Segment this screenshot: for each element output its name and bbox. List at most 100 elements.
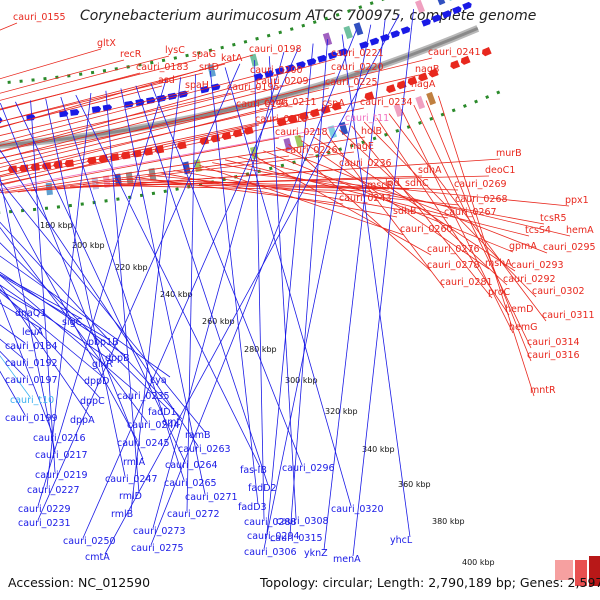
- reverse-leader-line: [341, 34, 411, 538]
- reverse-gene-label: cauri_0219: [35, 470, 88, 481]
- forward-leader-line: [301, 140, 490, 270]
- reverse-gene-label: cauri_0275: [131, 543, 184, 554]
- reverse-gene-label: cauri_0235: [117, 391, 170, 402]
- forward-leader-line: [0, 89, 416, 178]
- reverse-gene-label: cauri_0264: [165, 460, 218, 471]
- forward-gene-label: cauri_0316: [527, 350, 580, 361]
- reverse-leader-line: [289, 39, 328, 536]
- forward-gene-label: cauri_0218: [275, 127, 328, 138]
- reverse-leader-line: [150, 82, 303, 466]
- forward-gene-arrow: [429, 68, 439, 78]
- cog-category-box: [294, 134, 304, 148]
- forward-gene-arrow: [364, 91, 375, 101]
- forward-gene-label: cauri_0311: [542, 310, 595, 321]
- reverse-leader-line: [130, 77, 181, 512]
- cog-category-box: [435, 0, 446, 6]
- reverse-leader-line: [82, 47, 299, 539]
- reverse-gene-label: dppC: [80, 396, 105, 407]
- forward-leader-line: [338, 129, 508, 286]
- forward-gene-label: sdhC: [405, 178, 429, 189]
- forward-gene-label: cauri_0225: [325, 77, 378, 88]
- reverse-leader-line: [0, 188, 138, 441]
- forward-gene-label: mscR: [367, 180, 393, 191]
- backbone-ring-layer: [0, 25, 480, 149]
- forward-leader-line: [134, 176, 344, 205]
- cog-category-box: [353, 22, 364, 36]
- kbp-tick-label: 320 kbp: [325, 407, 358, 416]
- forward-leader-line: [401, 109, 514, 334]
- reverse-gene-arrow: [421, 18, 431, 27]
- reverse-gene-label: cauri_0288: [244, 517, 297, 528]
- cog-category-box: [249, 53, 259, 67]
- reverse-gene-arrow: [91, 105, 102, 113]
- forward-leader-line: [326, 133, 445, 289]
- reverse-gene-arrow: [431, 14, 442, 23]
- forward-leader-line: [0, 72, 141, 111]
- forward-leader-line: [0, 92, 232, 146]
- reverse-leader-line: [0, 102, 144, 460]
- reverse-gene-label: cauri_0247: [105, 474, 158, 485]
- forward-leader-line: [0, 108, 327, 182]
- label-leader-lines-layer: [0, 8, 571, 557]
- reverse-gene-label: cauri_0296: [282, 463, 335, 474]
- kbp-tick-label: 380 kbp: [432, 517, 465, 526]
- forward-gene-arrow: [407, 76, 418, 86]
- corner-slices-layer: [555, 556, 600, 586]
- forward-gene-label: cauri_0268: [455, 194, 508, 205]
- reverse-gene-label: fadD3: [238, 502, 267, 513]
- reverse-leader-line: [15, 101, 186, 463]
- reverse-gene-label: dppA: [70, 415, 95, 426]
- forward-leader-line: [313, 136, 516, 272]
- forward-leader-line: [199, 164, 405, 236]
- forward-leader-line: [160, 172, 398, 218]
- reverse-leader-line: [104, 14, 400, 555]
- forward-gene-label: ppx1: [565, 195, 589, 206]
- reverse-leader-line: [0, 338, 26, 361]
- reverse-gene-arrow: [400, 26, 411, 35]
- reverse-gene-arrow: [264, 70, 274, 78]
- reverse-leader-line: [0, 221, 183, 420]
- reverse-gene-label: cauri_0320: [331, 504, 384, 515]
- reverse-leader-line: [37, 63, 241, 521]
- forward-gene-label: cauri_0281: [440, 277, 493, 288]
- reverse-gene-label: cauri_0263: [178, 444, 231, 455]
- cog-category-box: [148, 167, 157, 181]
- reverse-gene-arrow: [452, 6, 462, 15]
- reverse-leader-line: [0, 149, 199, 447]
- forward-leader-line: [0, 107, 269, 177]
- forward-leader-line: [288, 143, 432, 272]
- reverse-gene-label: cauri_0265: [164, 478, 217, 489]
- reverse-gene-label: rmlD: [119, 491, 142, 502]
- reverse-gene-label: ramB: [185, 430, 211, 441]
- forward-gene-label: cauri_0269: [454, 179, 507, 190]
- reverse-gene-label: cauri_0306: [244, 547, 297, 558]
- forward-gene-label: nagA: [411, 79, 436, 90]
- forward-gene-label: mshA: [485, 258, 512, 269]
- forward-gene-label: cauri_0302: [532, 286, 585, 297]
- cog-category-box: [327, 125, 337, 139]
- forward-leader-line: [0, 58, 336, 152]
- cog-category-box: [415, 95, 426, 110]
- forward-leader-line: [0, 109, 241, 159]
- forward-gene-label: nagB: [415, 64, 439, 75]
- forward-gene-label: hemA: [566, 225, 594, 236]
- cog-category-box: [393, 103, 404, 118]
- reverse-gene-label: cauri_0192: [5, 358, 58, 369]
- forward-gene-label: cauri_0292: [503, 274, 556, 285]
- reverse-leader-line: [0, 284, 113, 362]
- forward-gene-label: cauri_0210: [255, 114, 308, 125]
- forward-leader-line: [82, 184, 372, 192]
- forward-gene-label: cauri_0260: [400, 224, 453, 235]
- reverse-gene-arrow: [317, 54, 327, 63]
- forward-gene-label: katA: [221, 53, 243, 64]
- reverse-gene-label: cauri_0231: [18, 518, 71, 529]
- forward-gene-label: cauri_0243: [339, 193, 392, 204]
- forward-leader-line: [263, 150, 514, 253]
- reverse-gene-label: cauri_0197: [5, 375, 58, 386]
- reverse-leader-line: [0, 284, 91, 418]
- reverse-leader-line: [0, 274, 138, 394]
- reverse-gene-label: rmlA: [123, 457, 146, 468]
- reverse-gene-label: cya: [150, 375, 167, 386]
- forward-leader-line: [0, 63, 226, 123]
- reverse-gene-label: leuA: [22, 327, 44, 338]
